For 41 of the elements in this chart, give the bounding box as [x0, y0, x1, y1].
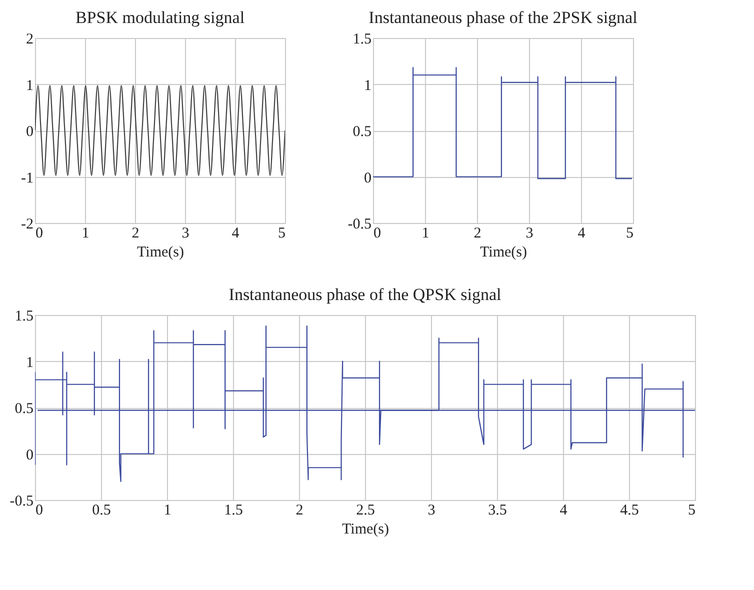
x-tick-label: 1: [422, 226, 430, 242]
chart-title: Instantaneous phase of the 2PSK signal: [368, 8, 638, 27]
x-tick-label: 3: [526, 226, 534, 242]
y-tick-label: -0.5: [10, 494, 34, 510]
y-tick-label: 0: [26, 124, 34, 140]
y-tick-label: 1: [364, 78, 372, 94]
chart-title: BPSK modulating signal: [75, 8, 245, 27]
x-tick-label: 3: [182, 226, 190, 242]
y-tick-label: 0: [364, 170, 372, 186]
x-tick-label: 2: [132, 226, 140, 242]
x-axis-title: Time(s): [342, 522, 389, 538]
x-tick-label: 4: [578, 226, 586, 242]
x-tick-label: 5: [626, 226, 634, 242]
y-tick-label: 1.5: [14, 308, 34, 324]
y-tick-label: 2: [26, 32, 34, 48]
x-tick-label: 1: [164, 502, 172, 518]
y-tick-label: -1: [21, 170, 34, 186]
x-tick-label: 2.5: [356, 502, 375, 518]
x-tick-label: 1: [82, 226, 90, 242]
x-tick-label: 5: [278, 226, 286, 242]
x-tick-label: 5: [688, 502, 696, 518]
x-tick-label: 1.5: [224, 502, 243, 518]
x-tick-label: 4: [560, 502, 568, 518]
y-tick-label: 1: [26, 78, 34, 94]
chart-title: Instantaneous phase of the QPSK signal: [228, 285, 502, 304]
x-tick-label: 4: [232, 226, 240, 242]
y-tick-label: 0.5: [14, 401, 34, 417]
y-tick-label: 1.5: [352, 32, 372, 48]
x-tick-label: 2: [296, 502, 304, 518]
x-axis-title: Time(s): [480, 244, 527, 260]
x-tick-label: 2: [474, 226, 482, 242]
y-tick-label: -0.5: [348, 216, 372, 232]
y-tick-label: 0: [26, 447, 34, 464]
x-axis-title: Time(s): [137, 244, 184, 260]
x-tick-label: 0.5: [92, 502, 111, 518]
y-tick-label: -2: [21, 216, 34, 232]
y-tick-label: 1: [26, 354, 34, 371]
x-tick-label: 3: [428, 502, 436, 518]
x-tick-label: 4.5: [620, 502, 639, 518]
x-tick-label: 3.5: [488, 502, 507, 518]
y-tick-label: 0.5: [352, 124, 372, 140]
